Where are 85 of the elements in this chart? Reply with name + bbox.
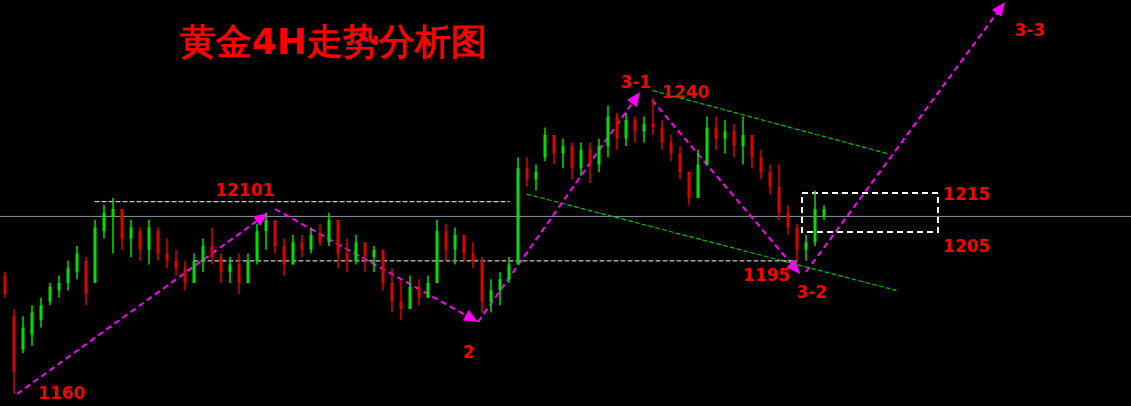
candlestick [327, 211, 331, 247]
candlestick [471, 241, 475, 269]
candlestick [579, 141, 583, 177]
candlestick [354, 234, 358, 266]
candlestick [534, 163, 538, 192]
candlestick [624, 112, 628, 147]
chart-title: 黄金4H走势分析图 [180, 21, 488, 62]
candlestick [138, 226, 142, 262]
candlestick [165, 237, 169, 269]
candlestick [228, 256, 232, 284]
candlestick [615, 112, 619, 151]
candlestick [219, 252, 223, 284]
candlestick [399, 278, 403, 321]
candlestick [462, 234, 466, 262]
candlestick [417, 278, 421, 306]
candlestick [156, 226, 160, 262]
annotation: 1240 [662, 82, 710, 102]
candlestick [300, 234, 304, 258]
candlestick [48, 282, 52, 306]
candlestick [651, 97, 655, 136]
candlestick [210, 226, 214, 266]
candlestick [264, 211, 268, 251]
candlestick [111, 197, 115, 255]
candlestick [723, 119, 727, 155]
candlestick [30, 304, 34, 347]
candlestick [363, 241, 367, 273]
candlestick [669, 134, 673, 162]
candlestick [768, 163, 772, 195]
candlestick [750, 134, 754, 170]
annotation: 3-2 [796, 282, 828, 302]
annotation: 12101 [215, 180, 275, 200]
candlestick [543, 126, 547, 162]
text: 3-3 [1014, 20, 1046, 40]
candlestick [426, 274, 430, 299]
candlestick [66, 260, 70, 292]
candlestick [732, 123, 736, 158]
candlestick [246, 252, 250, 284]
candlestick [759, 149, 763, 181]
candlestick [390, 267, 394, 314]
candlestick [75, 245, 79, 281]
candlestick [561, 137, 565, 170]
candlestick [408, 274, 412, 310]
candlestick [147, 219, 151, 266]
candlestick [444, 223, 448, 262]
annotation: 1160 [38, 383, 86, 403]
candlestick [39, 297, 43, 329]
annotation: 2 [463, 342, 475, 362]
candlestick [489, 278, 493, 314]
candlestick [174, 248, 178, 277]
candlestick [498, 271, 502, 306]
candlestick [786, 204, 790, 236]
candlestick [102, 204, 106, 240]
candlestick [570, 141, 574, 181]
candlestick [282, 237, 286, 277]
annotation: 1205 [943, 236, 991, 256]
candlestick [741, 115, 745, 166]
candlestick [597, 137, 601, 173]
candlestick [318, 223, 322, 247]
annotation: 1215 [943, 184, 991, 204]
candlestick [642, 115, 646, 144]
candlestick [291, 234, 295, 266]
candlestick [795, 223, 799, 262]
candlestick [507, 256, 511, 284]
candlestick [660, 119, 664, 151]
candlestick [183, 260, 187, 292]
candlestick [192, 252, 196, 284]
candlestick [3, 271, 7, 299]
candlestick [237, 252, 241, 295]
candlestick [201, 237, 205, 273]
candlestick [714, 115, 718, 151]
candlestick [129, 219, 133, 258]
candlestick [804, 234, 808, 262]
candlestick [57, 274, 61, 299]
candlestick [453, 226, 457, 266]
candlestick [588, 141, 592, 184]
candlestick [678, 145, 682, 181]
candlestick [633, 115, 637, 144]
candlestick [21, 315, 25, 355]
candlestick [309, 226, 313, 255]
annotation: 1195 [743, 265, 791, 285]
candlestick [525, 156, 529, 188]
text: 3-1 [620, 72, 652, 92]
candlestick [372, 245, 376, 273]
candlestick [345, 237, 349, 273]
candlestick [552, 134, 556, 166]
